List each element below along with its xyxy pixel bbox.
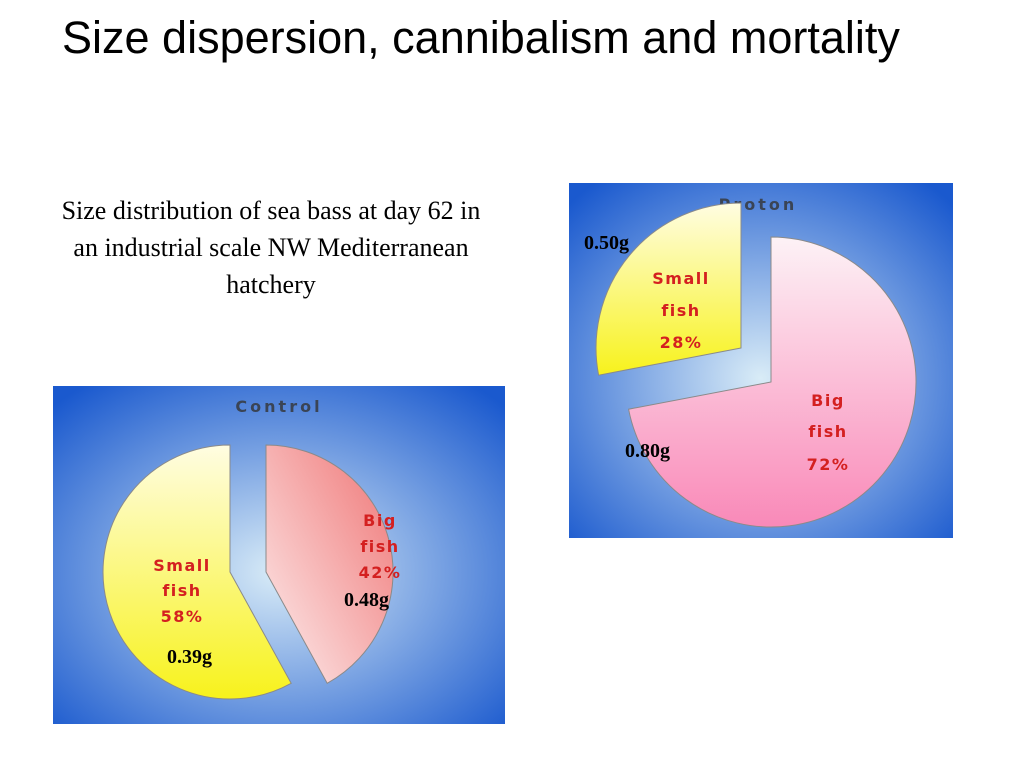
slice-label-line: Big bbox=[811, 391, 845, 410]
pie-slice-big-fish bbox=[628, 236, 917, 528]
proton-pie-chart: Proton Small fish 28% Big fish 72% 0.50g… bbox=[569, 183, 953, 538]
control-pie-chart: Control Small fish 58% Big fish 42% 0.39… bbox=[53, 386, 505, 724]
slice-weight-label: 0.48g bbox=[344, 589, 389, 611]
slide-subtitle: Size distribution of sea bass at day 62 … bbox=[61, 196, 481, 299]
slice-label-line: Big bbox=[363, 511, 397, 530]
slice-percent-label: 42% bbox=[359, 563, 402, 582]
slice-label-line: fish bbox=[162, 581, 201, 600]
slice-label-line: Small bbox=[652, 269, 709, 288]
pie-slice-small-fish bbox=[595, 202, 742, 376]
slice-label-line: fish bbox=[360, 537, 399, 556]
slice-weight-label: 0.50g bbox=[584, 232, 629, 254]
slice-weight-label: 0.80g bbox=[625, 440, 670, 462]
slice-percent-label: 72% bbox=[807, 455, 850, 474]
slice-label-line: fish bbox=[661, 301, 700, 320]
slice-weight-label: 0.39g bbox=[167, 646, 212, 668]
chart-title: Control bbox=[235, 397, 322, 416]
slice-label-line: fish bbox=[808, 422, 847, 441]
slide-title: Size dispersion, cannibalism and mortali… bbox=[62, 12, 900, 63]
pie-slice-big-fish bbox=[265, 444, 394, 684]
slice-percent-label: 58% bbox=[161, 607, 204, 626]
pie-slice-small-fish bbox=[102, 444, 292, 700]
slice-label-line: Small bbox=[153, 556, 210, 575]
slice-percent-label: 28% bbox=[660, 333, 703, 352]
